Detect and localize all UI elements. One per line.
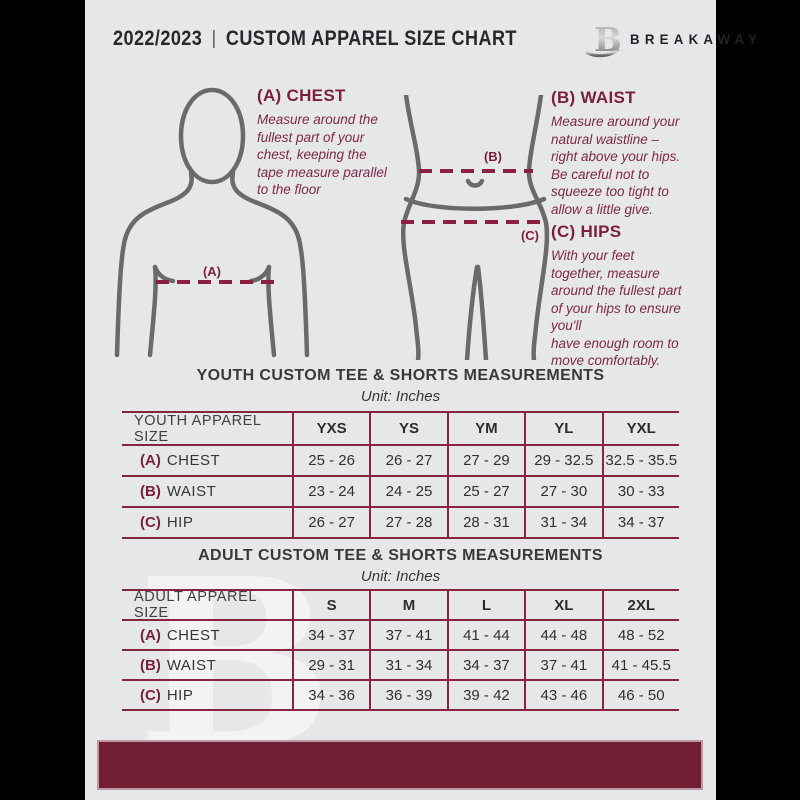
size-value: 37 - 41 — [369, 621, 446, 649]
size-value: 32.5 - 35.5 — [601, 446, 679, 475]
breakaway-logo-icon: B — [584, 20, 622, 59]
table-row: (C) HIP 34 - 36 36 - 39 39 - 42 43 - 46 … — [122, 679, 679, 709]
column-header: YL — [524, 413, 601, 444]
size-value: 26 - 27 — [369, 446, 446, 475]
waist-guide-text: Measure around your natural waistline – … — [551, 114, 681, 217]
column-header: L — [446, 591, 524, 619]
size-value: 41 - 44 — [446, 621, 524, 649]
youth-section-unit: Unit: Inches — [360, 388, 441, 405]
upper-body-figure: (A) — [114, 87, 310, 358]
size-value: 34 - 37 — [601, 508, 679, 537]
table-row: (A) CHEST 34 - 37 37 - 41 41 - 44 44 - 4… — [122, 619, 679, 649]
column-header: YXS — [291, 413, 369, 444]
column-header: S — [291, 591, 369, 619]
season-label: 2022/2023 — [113, 27, 203, 50]
hips-guide-text: With your feet together, measure around … — [551, 248, 682, 369]
size-value: 25 - 26 — [291, 446, 369, 475]
brand-lockup: B BREAKAWAY — [583, 18, 769, 60]
chest-guide-text: Measure around the fullest part of your … — [257, 112, 387, 198]
table-header-row: ADULT APPAREL SIZE S M L XL 2XL — [122, 589, 679, 621]
hips-guide-heading: (C) HIPS — [551, 222, 622, 241]
adult-size-table: ADULT APPAREL SIZE S M L XL 2XL (A) CHES… — [122, 589, 679, 711]
size-value: 25 - 27 — [446, 477, 524, 506]
size-value: 31 - 34 — [369, 651, 446, 679]
youth-section-title: YOUTH CUSTOM TEE & SHORTS MEASUREMENTS — [196, 367, 605, 384]
page-title: CUSTOM APPAREL SIZE CHART — [225, 27, 517, 50]
row-label: (B) WAIST — [140, 656, 217, 674]
row-label: (C) HIP — [140, 686, 194, 704]
chest-line-label: (A) — [203, 264, 221, 279]
size-value: 24 - 25 — [369, 477, 446, 506]
size-value: 29 - 32.5 — [524, 446, 601, 475]
size-value: 27 - 29 — [446, 446, 524, 475]
column-header: YOUTH APPAREL SIZE — [134, 412, 262, 445]
table-row: (B) WAIST 29 - 31 31 - 34 34 - 37 37 - 4… — [122, 649, 679, 679]
size-value: 28 - 31 — [446, 508, 524, 537]
row-label: (A) CHEST — [140, 626, 221, 644]
youth-size-table: YOUTH APPAREL SIZE YXS YS YM YL YXL (A) … — [122, 411, 679, 539]
size-value: 23 - 24 — [291, 477, 369, 506]
row-label: (B) WAIST — [140, 483, 217, 500]
size-value: 39 - 42 — [446, 681, 524, 709]
table-row: (A) CHEST 25 - 26 26 - 27 27 - 29 29 - 3… — [122, 444, 679, 475]
lower-body-figure: (B) (C) — [401, 95, 550, 360]
title-separator: | — [211, 28, 217, 49]
size-value: 27 - 28 — [369, 508, 446, 537]
size-value: 34 - 37 — [291, 621, 369, 649]
adult-section-unit: Unit: Inches — [360, 568, 441, 585]
row-label: (C) HIP — [140, 514, 194, 531]
column-header: YXL — [601, 413, 679, 444]
size-value: 27 - 30 — [524, 477, 601, 506]
footer-bar — [97, 740, 703, 790]
document-header: 2022/2023 | CUSTOM APPAREL SIZE CHART B … — [113, 20, 757, 59]
size-chart-page: B 2022/2023 | CUSTOM APPAREL SIZE CHART … — [85, 0, 757, 800]
size-value: 31 - 34 — [524, 508, 601, 537]
size-value: 34 - 36 — [291, 681, 369, 709]
table-row: (B) WAIST 23 - 24 24 - 25 25 - 27 27 - 3… — [122, 475, 679, 506]
table-header-row: YOUTH APPAREL SIZE YXS YS YM YL YXL — [122, 411, 679, 445]
waist-line-label: (B) — [484, 149, 502, 164]
size-value: 30 - 33 — [601, 477, 679, 506]
size-value: 29 - 31 — [291, 651, 369, 679]
size-value: 26 - 27 — [291, 508, 369, 537]
column-header: M — [369, 591, 446, 619]
column-header: ADULT APPAREL SIZE — [134, 589, 257, 621]
column-header: 2XL — [601, 591, 679, 619]
column-header: YM — [446, 413, 524, 444]
row-label: (A) CHEST — [140, 452, 221, 469]
size-value: 37 - 41 — [524, 651, 601, 679]
column-header: YS — [369, 413, 446, 444]
document-title-group: 2022/2023 | CUSTOM APPAREL SIZE CHART — [113, 27, 517, 51]
size-value: 34 - 37 — [446, 651, 524, 679]
size-value: 46 - 50 — [601, 681, 679, 709]
brand-name: BREAKAWAY — [629, 31, 762, 47]
size-value: 48 - 52 — [601, 621, 679, 649]
size-value: 44 - 48 — [524, 621, 601, 649]
chest-guide-heading: (A) CHEST — [257, 86, 346, 105]
svg-text:B: B — [594, 20, 622, 59]
table-row: (C) HIP 26 - 27 27 - 28 28 - 31 31 - 34 … — [122, 506, 679, 537]
size-value: 36 - 39 — [369, 681, 446, 709]
hip-line-label: (C) — [521, 228, 539, 243]
adult-section-title: ADULT CUSTOM TEE & SHORTS MEASUREMENTS — [198, 547, 603, 564]
waist-guide-heading: (B) WAIST — [551, 88, 636, 107]
column-header: XL — [524, 591, 601, 619]
size-value: 43 - 46 — [524, 681, 601, 709]
size-value: 41 - 45.5 — [601, 651, 679, 679]
